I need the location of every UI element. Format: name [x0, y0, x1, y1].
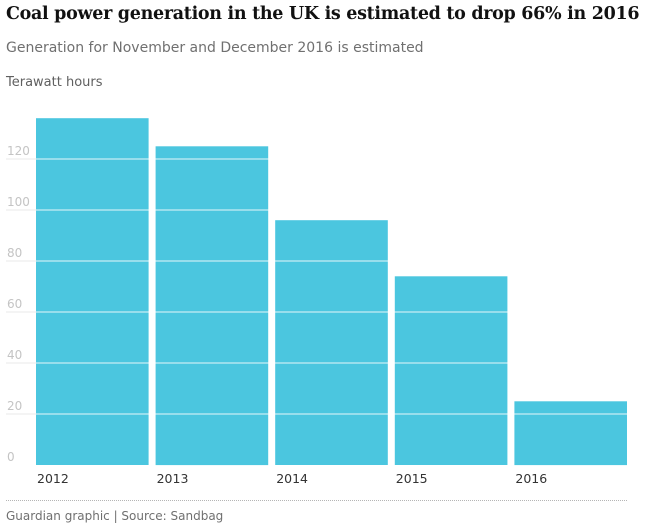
chart-title: Coal power generation in the UK is estim… — [6, 4, 640, 24]
y-tick-label: 100 — [7, 195, 30, 209]
bar-2015 — [394, 276, 508, 465]
footer-divider — [6, 500, 627, 501]
x-tick-label: 2014 — [276, 471, 308, 486]
y-tick-label: 0 — [7, 450, 15, 464]
bars-group — [36, 118, 627, 466]
y-tick-label: 40 — [7, 348, 22, 362]
source-credit: Guardian graphic | Source: Sandbag — [6, 509, 224, 523]
bar-2012 — [36, 118, 149, 465]
y-axis-unit-label: Terawatt hours — [6, 75, 103, 90]
y-tick-label: 120 — [7, 144, 30, 158]
x-tick-label: 2016 — [515, 471, 547, 486]
x-tick-label: 2012 — [37, 471, 69, 486]
gridlines-group — [6, 158, 627, 415]
x-tick-label: 2013 — [157, 471, 189, 486]
y-tick-labels-group: 0 20 40 60 80 100 120 — [7, 144, 30, 464]
x-tick-labels-group: 2012 2013 2014 2015 2016 — [37, 471, 547, 486]
y-tick-label: 80 — [7, 246, 22, 260]
x-tick-label: 2015 — [396, 471, 428, 486]
bar-chart: 0 20 40 60 80 100 120 2012 2013 2014 2015 2016 — [6, 118, 627, 486]
bar-2016 — [514, 401, 627, 466]
y-tick-label: 60 — [7, 297, 22, 311]
bar-2014 — [275, 220, 388, 465]
chart-subtitle: Generation for November and December 201… — [6, 40, 424, 56]
bar-2013 — [155, 146, 269, 466]
y-tick-label: 20 — [7, 399, 22, 413]
